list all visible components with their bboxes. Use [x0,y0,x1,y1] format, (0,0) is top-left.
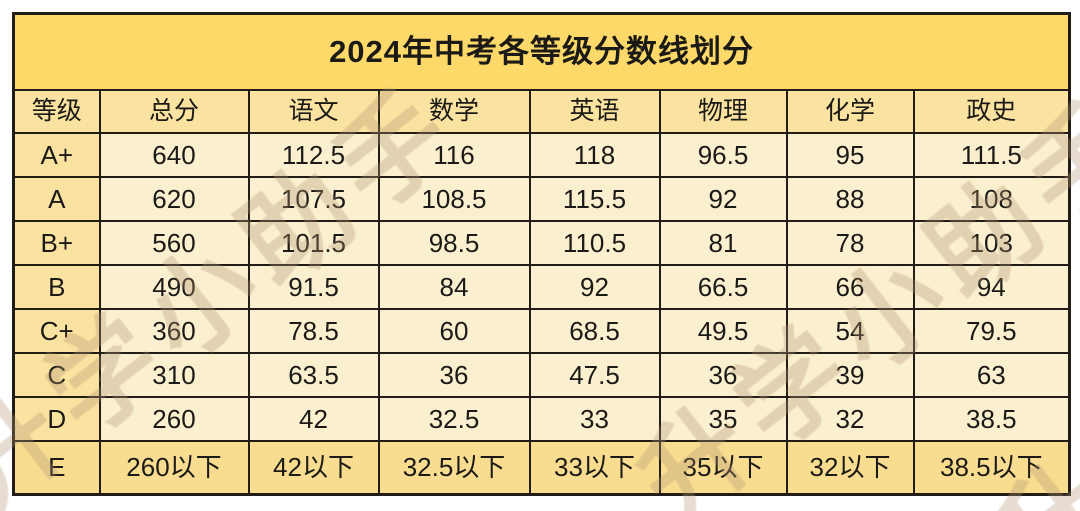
score-cell: 107.5 [247,175,380,222]
grade-cell: C+ [12,307,101,354]
score-cell: 42 [247,395,380,442]
score-cell: 96.5 [658,131,788,178]
score-cell: 33以下 [528,439,661,496]
column-header: 政史 [912,88,1071,134]
score-cell: 260 [98,395,250,442]
score-cell: 103 [912,219,1071,266]
column-header: 等级 [12,88,101,134]
score-cell: 78 [785,219,915,266]
score-cell: 38.5 [912,395,1071,442]
score-cell: 94 [912,263,1071,310]
grade-cell: A+ [12,131,101,178]
table-row: A+ 640 112.5 116 118 96.5 95 111.5 [12,131,1071,178]
score-cell: 63 [912,351,1071,398]
table-row: E 260以下 42以下 32.5以下 33以下 35以下 32以下 38.5以下 [12,439,1071,496]
table-row: C+ 360 78.5 60 68.5 49.5 54 79.5 [12,307,1071,354]
table-row: B+ 560 101.5 98.5 110.5 81 78 103 [12,219,1071,266]
score-cell: 92 [658,175,788,222]
score-cell: 115.5 [528,175,661,222]
page-title: 2024年中考各等级分数线划分 [12,12,1071,91]
score-cell: 260以下 [98,439,250,496]
score-cell: 66.5 [658,263,788,310]
column-header: 英语 [528,88,661,134]
score-cell: 63.5 [247,351,380,398]
score-cell: 490 [98,263,250,310]
score-cell: 360 [98,307,250,354]
score-cell: 35以下 [658,439,788,496]
score-cell: 60 [377,307,531,354]
column-header: 物理 [658,88,788,134]
grade-cell: A [12,175,101,222]
score-cell: 42以下 [247,439,380,496]
score-cell: 92 [528,263,661,310]
score-cell: 66 [785,263,915,310]
score-cell: 54 [785,307,915,354]
score-cell: 36 [658,351,788,398]
column-header: 数学 [377,88,531,134]
score-cell: 111.5 [912,131,1071,178]
score-cell: 78.5 [247,307,380,354]
table-row: A 620 107.5 108.5 115.5 92 88 108 [12,175,1071,222]
score-cell: 91.5 [247,263,380,310]
score-cell: 310 [98,351,250,398]
score-cell: 640 [98,131,250,178]
score-cell: 32.5以下 [377,439,531,496]
table-title-row: 2024年中考各等级分数线划分 [12,12,1071,91]
score-cell: 35 [658,395,788,442]
score-cell: 620 [98,175,250,222]
score-cell: 81 [658,219,788,266]
score-cell: 88 [785,175,915,222]
score-cell: 49.5 [658,307,788,354]
score-cell: 32 [785,395,915,442]
score-cell: 32以下 [785,439,915,496]
score-cell: 98.5 [377,219,531,266]
table-row: D 260 42 32.5 33 35 32 38.5 [12,395,1071,442]
score-cell: 108 [912,175,1071,222]
score-cell: 95 [785,131,915,178]
column-header: 语文 [247,88,380,134]
score-cell: 79.5 [912,307,1071,354]
score-cell: 108.5 [377,175,531,222]
score-cell: 39 [785,351,915,398]
score-cell: 112.5 [247,131,380,178]
column-header: 总分 [98,88,250,134]
score-cell: 101.5 [247,219,380,266]
score-cell: 84 [377,263,531,310]
grade-cell: B [12,263,101,310]
score-cell: 116 [377,131,531,178]
grade-cell: D [12,395,101,442]
grade-cell: C [12,351,101,398]
table-header-row: 等级 总分 语文 数学 英语 物理 化学 政史 [12,88,1071,134]
grade-cell: E [12,439,101,496]
score-cell: 560 [98,219,250,266]
score-cell: 38.5以下 [912,439,1071,496]
score-cell: 47.5 [528,351,661,398]
score-cell: 68.5 [528,307,661,354]
score-cell: 118 [528,131,661,178]
score-cutoff-table: 2024年中考各等级分数线划分 等级 总分 语文 数学 英语 物理 化学 政史 A+ 640 11… [12,12,1072,496]
table-row: B 490 91.5 84 92 66.5 66 94 [12,263,1071,310]
score-cell: 110.5 [528,219,661,266]
grade-cell: B+ [12,219,101,266]
score-cell: 32.5 [377,395,531,442]
table-row: C 310 63.5 36 47.5 36 39 63 [12,351,1071,398]
column-header: 化学 [785,88,915,134]
score-cell: 33 [528,395,661,442]
score-cell: 36 [377,351,531,398]
